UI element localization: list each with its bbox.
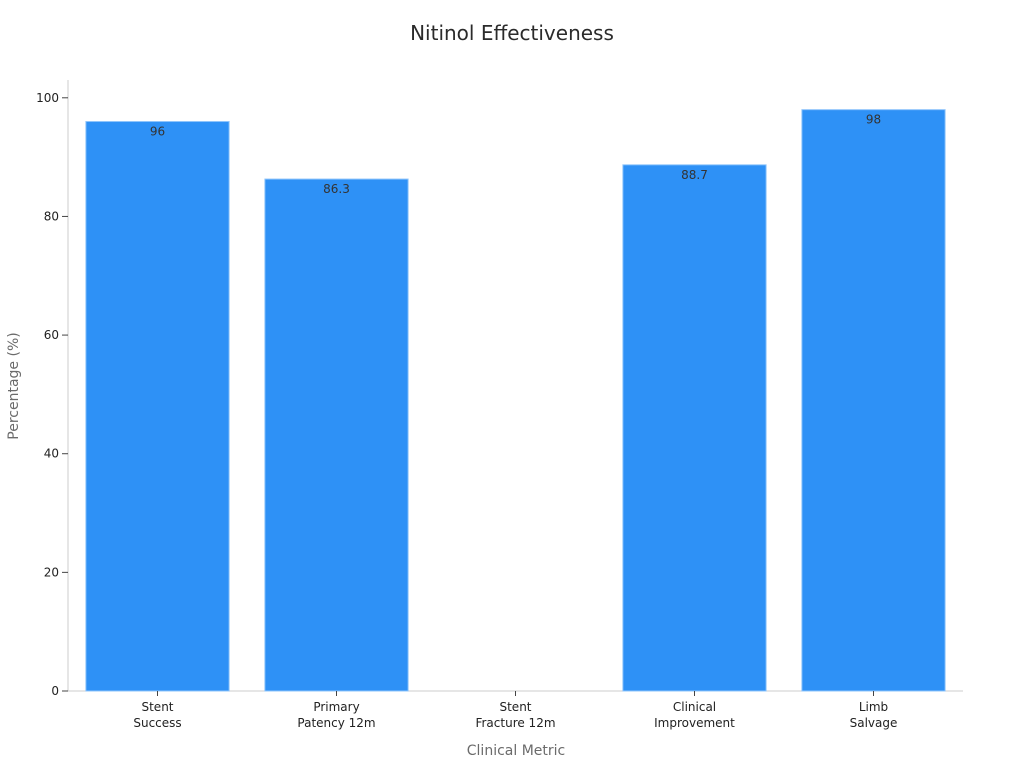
y-tick-label: 0	[51, 684, 59, 698]
x-axis-label: Clinical Metric	[467, 743, 565, 759]
x-tick-label: Fracture 12m	[475, 716, 555, 730]
x-tick-label: Limb	[859, 700, 888, 714]
plot-area: 0 20 40 60 80 100 96 Stent Success 86.3 Primary Pat…	[36, 80, 963, 730]
chart-title: Nitinol Effectiveness	[410, 21, 614, 45]
bar-value-label: 98	[866, 113, 881, 127]
bar	[264, 178, 409, 692]
x-tick-label: Stent	[141, 700, 173, 714]
x-tick-label: Primary	[313, 700, 359, 714]
bar-value-label: 86.3	[323, 182, 350, 196]
y-tick-label: 100	[36, 91, 59, 105]
x-tick-label: Patency 12m	[297, 716, 375, 730]
y-tick-label: 20	[44, 565, 59, 579]
bar	[801, 109, 946, 692]
y-tick-label: 80	[44, 209, 59, 223]
bar	[622, 164, 767, 692]
x-tick-label: Salvage	[850, 716, 898, 730]
y-tick-label: 40	[44, 447, 59, 461]
x-tick-label: Stent	[499, 700, 531, 714]
bar	[85, 121, 230, 692]
bar-value-label: 88.7	[681, 168, 708, 182]
x-tick-label: Clinical	[673, 700, 716, 714]
x-tick-label: Improvement	[654, 716, 735, 730]
bar-value-label: 96	[150, 125, 165, 139]
y-tick-label: 60	[44, 328, 59, 342]
y-axis-label: Percentage (%)	[6, 332, 22, 439]
x-tick-label: Success	[133, 716, 181, 730]
